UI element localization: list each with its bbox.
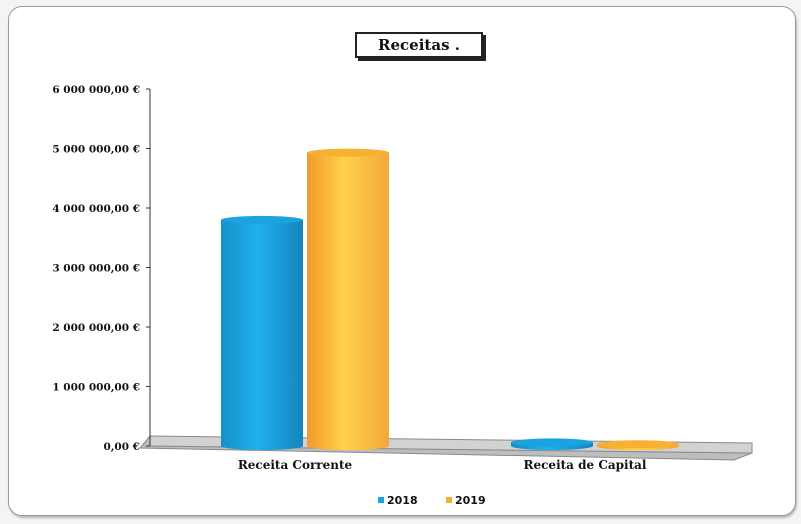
- legend-label-2018: 2018: [387, 494, 418, 507]
- y-tick-label-5: 5 000 000,00 €: [52, 144, 140, 156]
- chart-title: Receitas .: [355, 32, 483, 58]
- legend-swatch-2019: [446, 497, 452, 503]
- y-tick-label-3: 3 000 000,00 €: [52, 263, 140, 275]
- x-category-label-0: Receita Corrente: [238, 458, 353, 472]
- bar-2019-0: [307, 148, 389, 450]
- y-tick-label-1: 1 000 000,00 €: [52, 382, 140, 394]
- y-tick-label-6: 6 000 000,00 €: [52, 84, 140, 96]
- legend-label-2019: 2019: [455, 494, 486, 507]
- y-tick-label-0: 0,00 €: [103, 441, 140, 453]
- bar-2018-1: [511, 438, 593, 450]
- bar-2018-0: [221, 215, 303, 450]
- chart-frame: [8, 6, 796, 516]
- chart-title-text: Receitas .: [378, 36, 460, 54]
- x-category-label-1: Receita de Capital: [524, 458, 647, 472]
- bar-2019-1: [597, 440, 679, 451]
- y-tick-label-4: 4 000 000,00 €: [52, 203, 140, 215]
- y-tick-label-2: 2 000 000,00 €: [52, 322, 140, 334]
- legend-swatch-2018: [378, 497, 384, 503]
